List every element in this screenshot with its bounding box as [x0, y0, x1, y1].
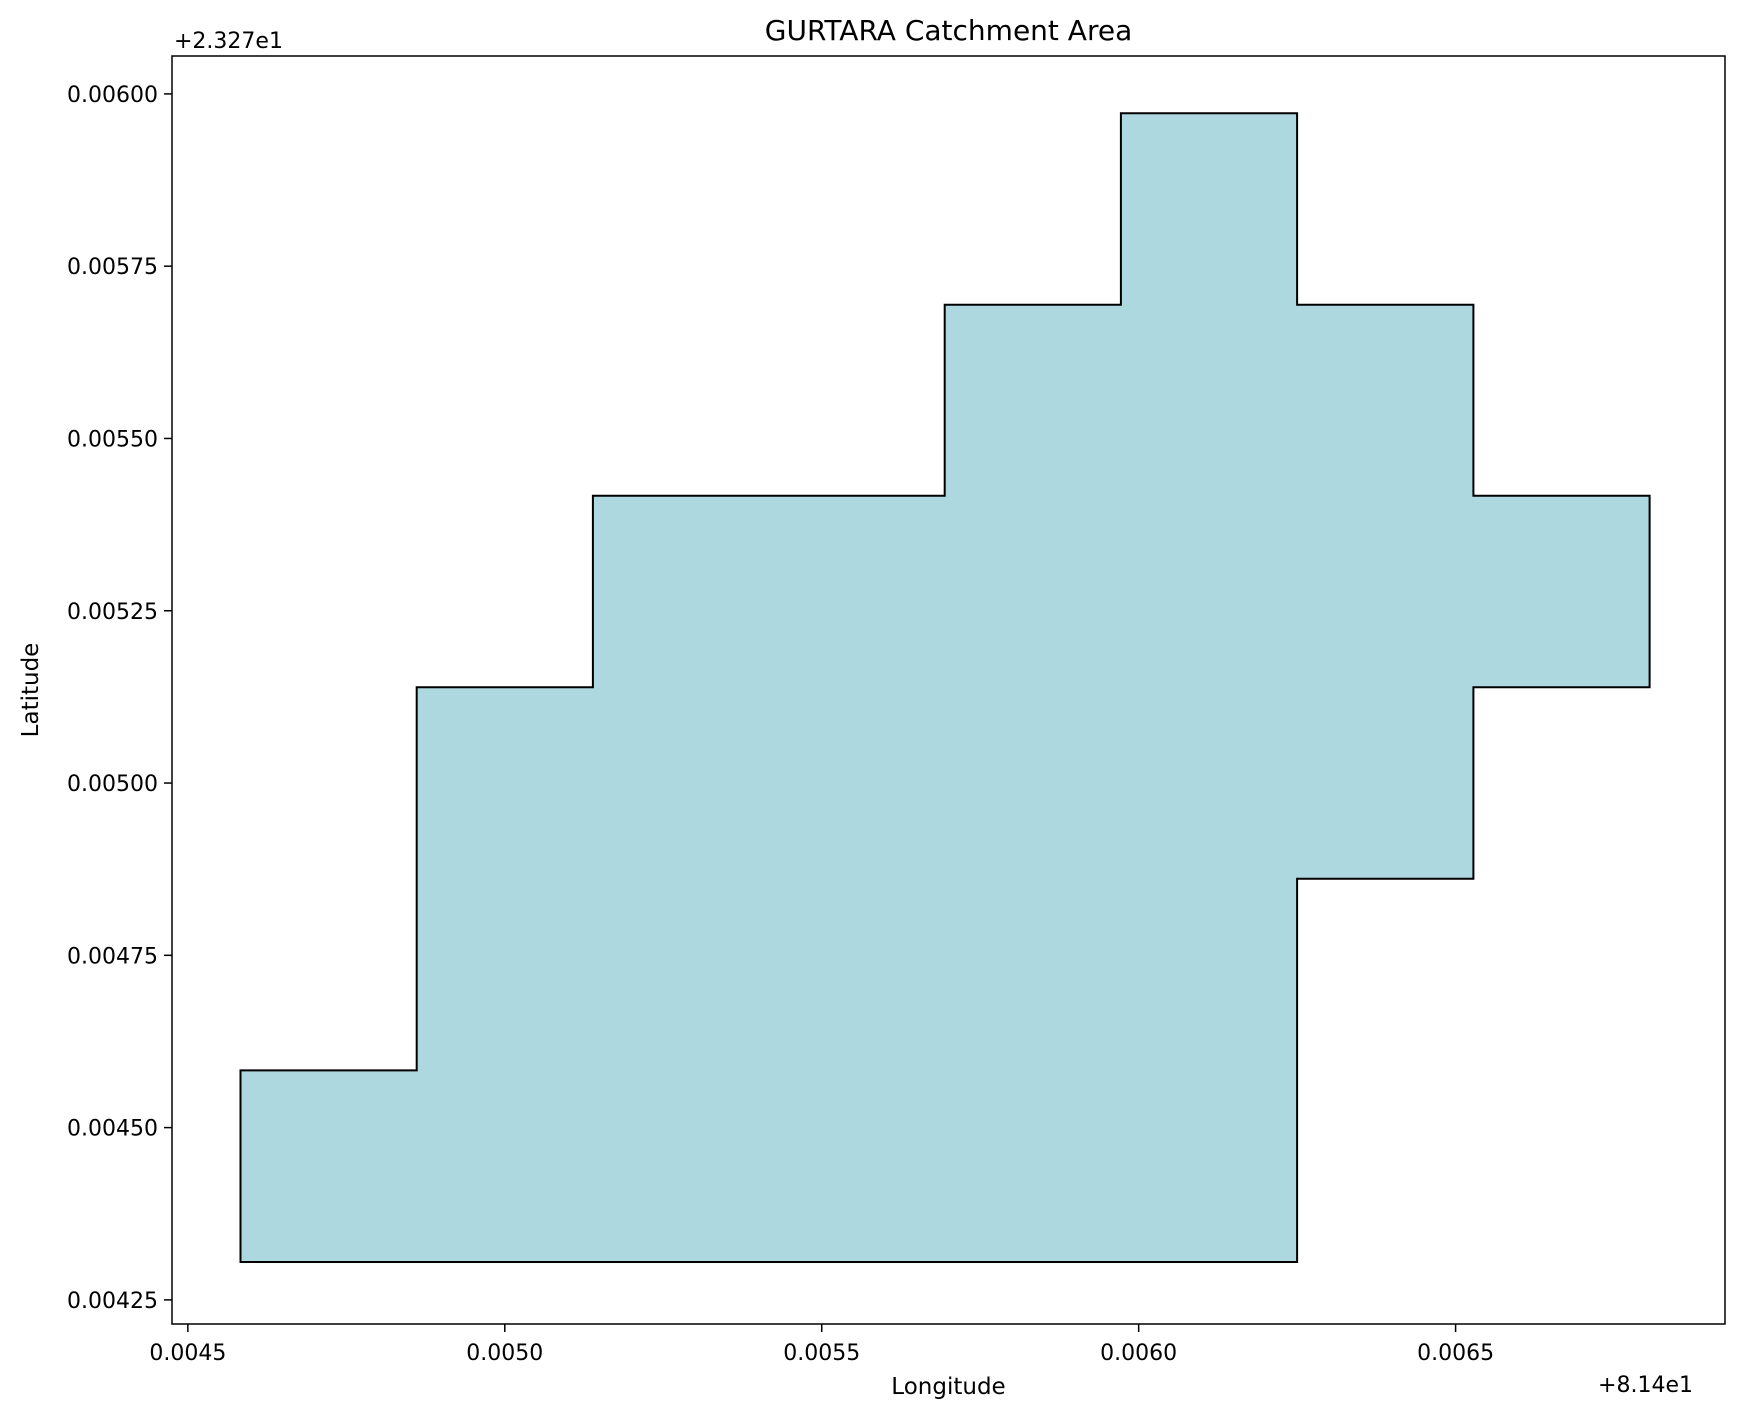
y-tick-label: 0.00600	[67, 83, 158, 108]
x-tick-label: 0.0060	[1100, 1341, 1177, 1366]
chart-title: GURTARA Catchment Area	[765, 14, 1132, 47]
plot-frame	[171, 55, 1726, 1325]
y-axis-offset-label: +2.327e1	[174, 29, 283, 54]
x-axis: 0.0045 0.0050 0.0055 0.0060 0.0065	[149, 1324, 1494, 1366]
y-tick-label: 0.00450	[67, 1117, 158, 1142]
y-tick-label: 0.00500	[67, 772, 158, 797]
x-tick-label: 0.0045	[149, 1341, 226, 1366]
x-tick-label: 0.0055	[783, 1341, 860, 1366]
y-tick-label: 0.00475	[67, 944, 158, 969]
y-tick-label: 0.00575	[67, 255, 158, 280]
y-tick-label: 0.00550	[67, 427, 158, 452]
catchment-polygon	[239, 112, 1651, 1263]
y-tick-label: 0.00425	[67, 1289, 158, 1314]
x-tick-label: 0.0065	[1417, 1341, 1494, 1366]
x-axis-title: Longitude	[891, 1374, 1005, 1400]
x-axis-offset-label: +8.14e1	[1598, 1373, 1693, 1398]
x-tick-label: 0.0050	[466, 1341, 543, 1366]
y-axis: 0.00425 0.00450 0.00475 0.00500 0.00525 0.005…	[67, 83, 172, 1314]
map-layer	[239, 112, 1651, 1263]
y-axis-title: Latitude	[18, 643, 44, 738]
y-tick-label: 0.00525	[67, 600, 158, 625]
